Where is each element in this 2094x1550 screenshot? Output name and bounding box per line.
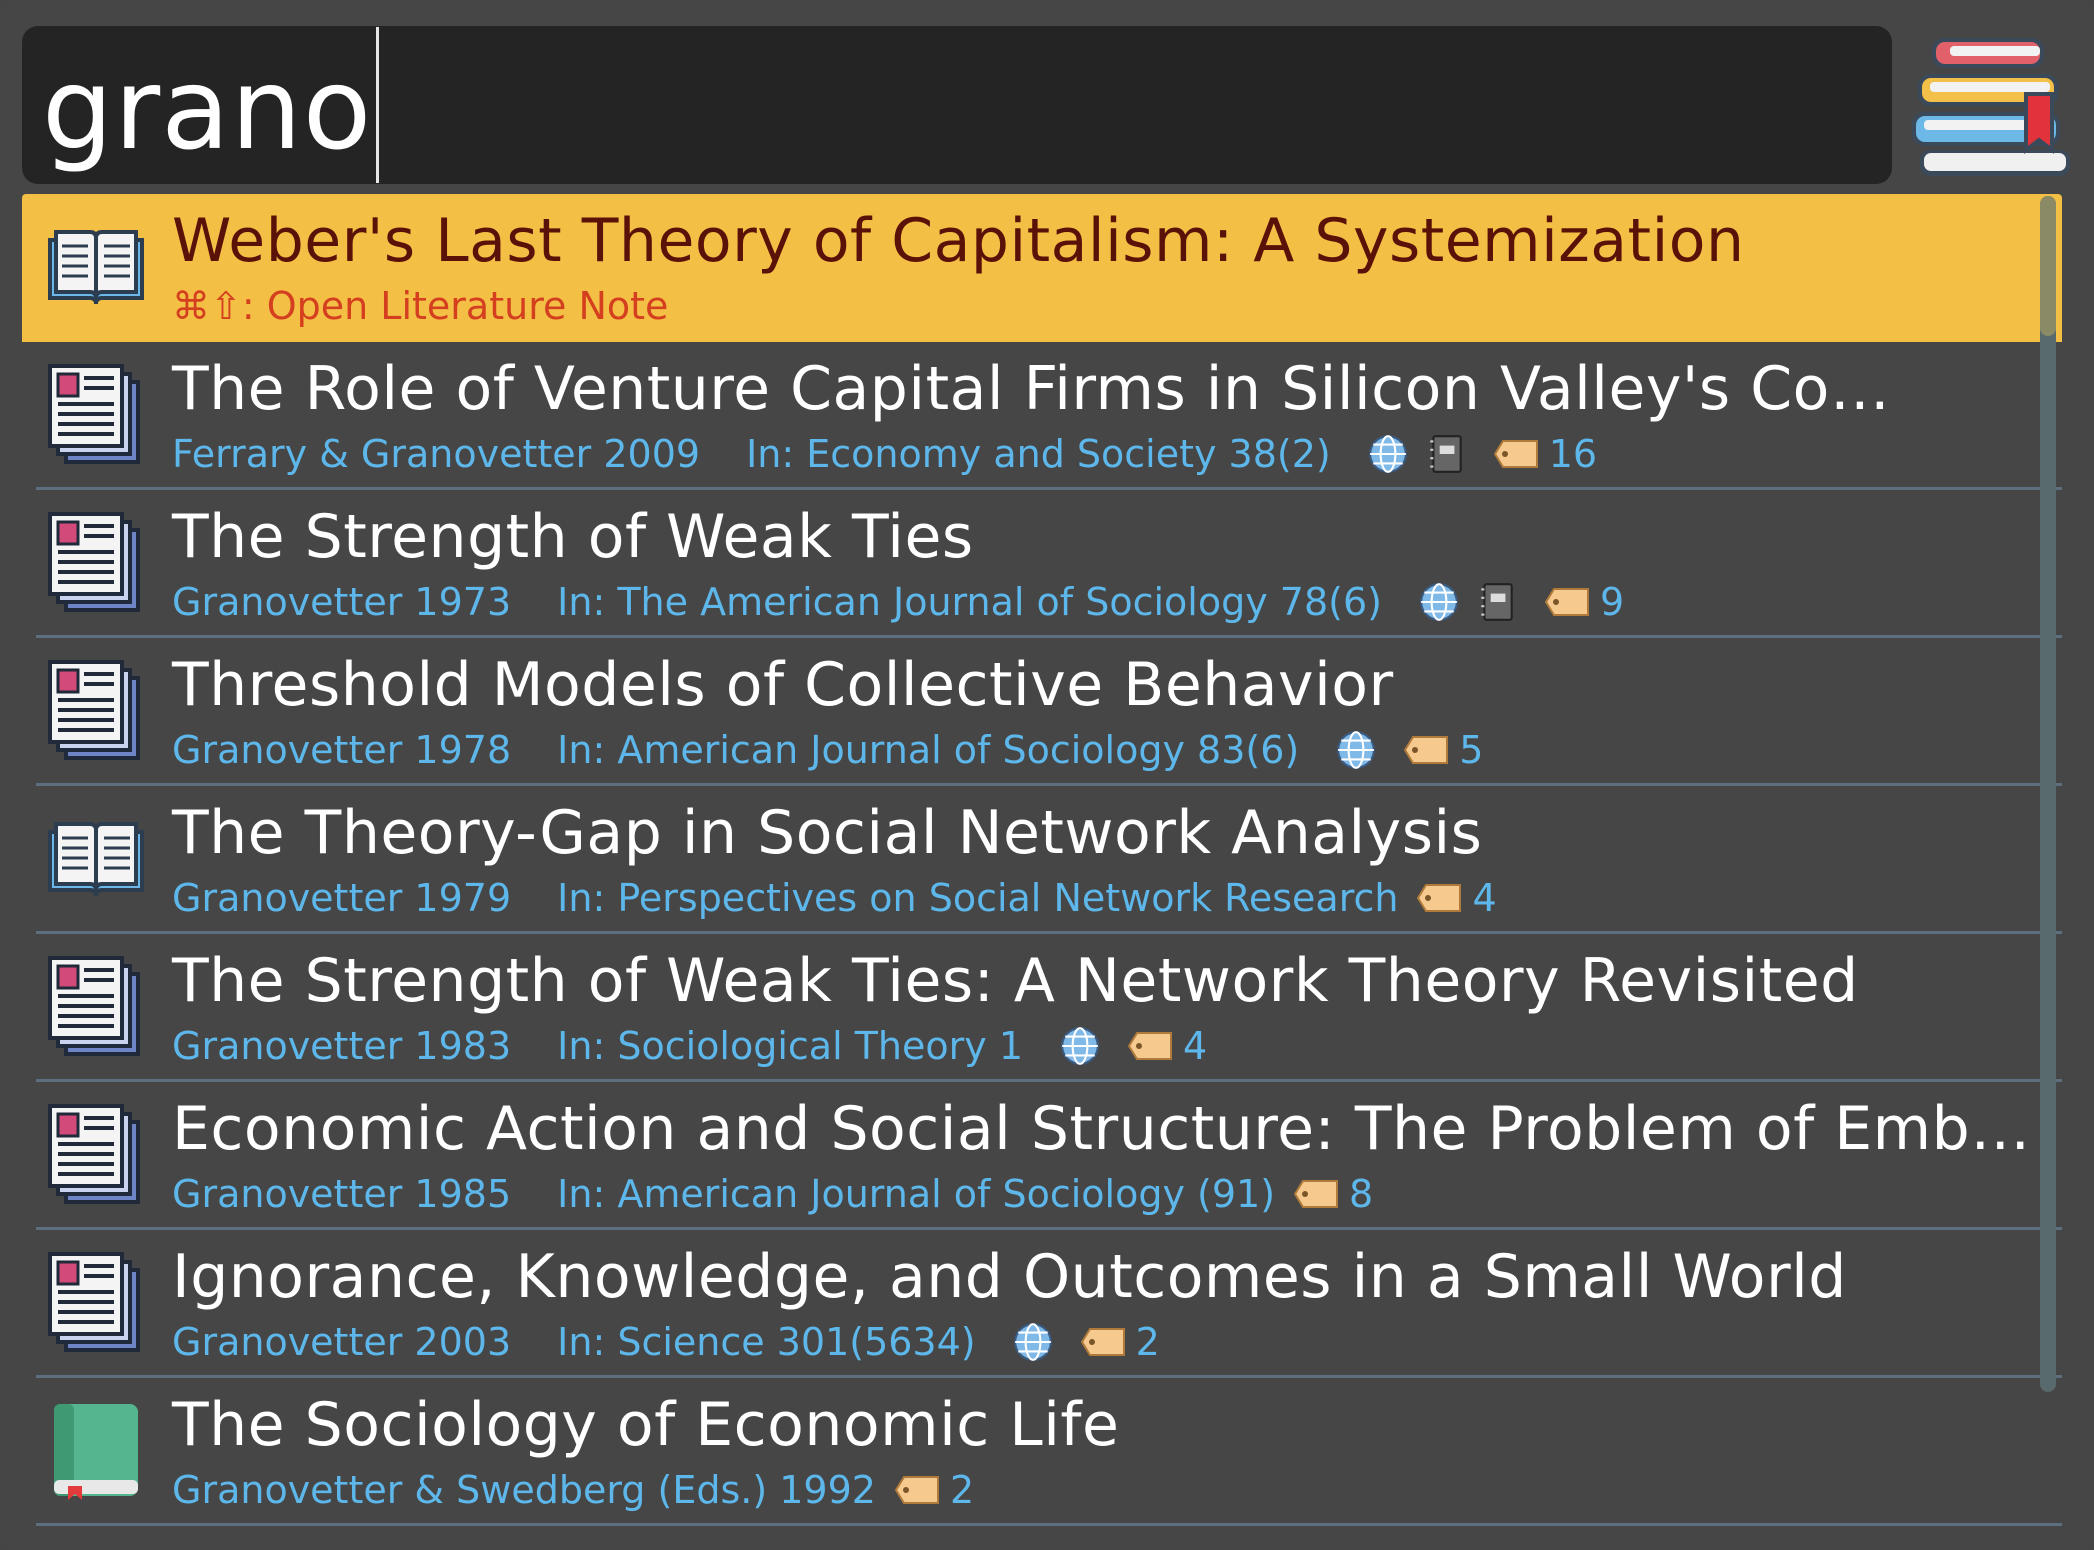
notebook-icon — [1430, 435, 1462, 473]
tag-icon — [1080, 1328, 1125, 1356]
search-input[interactable]: grano — [22, 26, 1892, 184]
result-authors: Granovetter 1979 — [172, 876, 512, 920]
tag-count: 2 — [1135, 1320, 1160, 1364]
result-meta: Granovetter 1979 In: Perspectives on Soc… — [172, 876, 1497, 920]
newspaper-icon — [48, 364, 140, 464]
result-meta: Granovetter 1985 In: American Journal of… — [172, 1172, 1373, 1216]
result-row[interactable]: The Role of Venture Capital Firms in Sil… — [36, 342, 2062, 490]
tag-icon — [894, 1476, 939, 1504]
result-row[interactable]: The Sociology of Economic Life Granovett… — [36, 1378, 2062, 1526]
globe-icon — [1337, 731, 1376, 769]
green-book-icon — [54, 1404, 138, 1500]
result-source: In: Economy and Society 38(2) — [746, 432, 1331, 476]
result-title: Economic Action and Social Structure: Th… — [172, 1094, 2031, 1164]
open-book-icon — [48, 822, 144, 897]
result-title: The Role of Venture Capital Firms in Sil… — [172, 354, 1891, 424]
result-source: In: Perspectives on Social Network Resea… — [557, 876, 1399, 920]
result-source: In: The American Journal of Sociology 78… — [557, 580, 1382, 624]
tag-count: 16 — [1548, 432, 1598, 476]
result-source: In: Sociological Theory 1 — [557, 1024, 1023, 1068]
scrollbar-track[interactable] — [2040, 196, 2056, 1392]
result-source: In: American Journal of Sociology 83(6) — [557, 728, 1300, 772]
tag-icon — [1293, 1180, 1339, 1208]
result-title: Ignorance, Knowledge, and Outcomes in a … — [172, 1242, 1847, 1312]
tag-icon — [1417, 884, 1462, 912]
result-title: Weber's Last Theory of Capitalism: A Sys… — [172, 206, 1745, 276]
result-authors: Granovetter & Swedberg (Eds.) 1992 — [172, 1468, 876, 1512]
result-meta: Granovetter & Swedberg (Eds.) 1992 2 — [172, 1468, 974, 1512]
globe-icon — [1368, 435, 1407, 473]
text-caret — [376, 27, 380, 183]
tag-count: 9 — [1599, 580, 1625, 624]
result-row-selected[interactable]: Weber's Last Theory of Capitalism: A Sys… — [22, 194, 2062, 342]
globe-icon — [1420, 583, 1458, 621]
tag-icon — [1127, 1032, 1172, 1060]
open-book-icon — [48, 230, 144, 305]
newspaper-icon — [48, 1252, 140, 1352]
result-meta: Granovetter 2003 In: Science 301(5634) 2 — [172, 1320, 1160, 1364]
result-title: The Strength of Weak Ties — [172, 502, 974, 572]
result-title: The Theory-Gap in Social Network Analysi… — [172, 798, 1483, 868]
result-source: In: American Journal of Sociology (91) — [557, 1172, 1276, 1216]
result-authors: Granovetter 1978 — [172, 728, 512, 772]
result-title: Threshold Models of Collective Behavior — [172, 650, 1394, 720]
tag-icon — [1404, 736, 1449, 764]
result-meta: Granovetter 1973 In: The American Journa… — [172, 580, 1624, 624]
result-subtitle: ⌘⇧: Open Literature Note — [172, 284, 669, 328]
globe-icon — [1061, 1027, 1099, 1065]
tag-count: 8 — [1349, 1172, 1374, 1216]
newspaper-icon — [48, 660, 140, 760]
result-row[interactable]: The Strength of Weak Ties: A Network The… — [36, 934, 2062, 1082]
result-meta: Ferrary & Granovetter 2009 In: Economy a… — [172, 432, 1597, 476]
result-source: In: Science 301(5634) — [557, 1320, 976, 1364]
globe-icon — [1013, 1323, 1052, 1361]
result-meta: Granovetter 1983 In: Sociological Theory… — [172, 1024, 1207, 1068]
result-row[interactable]: The Theory-Gap in Social Network Analysi… — [36, 786, 2062, 934]
result-title: The Strength of Weak Ties: A Network The… — [172, 946, 1859, 1016]
result-authors: Granovetter 2003 — [172, 1320, 512, 1364]
results-list: Weber's Last Theory of Capitalism: A Sys… — [22, 194, 2062, 1526]
newspaper-icon — [48, 956, 140, 1056]
result-title: The Sociology of Economic Life — [172, 1390, 1120, 1460]
result-authors: Ferrary & Granovetter 2009 — [172, 432, 701, 476]
result-authors: Granovetter 1973 — [172, 580, 512, 624]
result-row[interactable]: The Strength of Weak Ties Granovetter 19… — [36, 490, 2062, 638]
result-authors: Granovetter 1985 — [172, 1172, 512, 1216]
newspaper-icon — [48, 1104, 140, 1204]
result-meta: Granovetter 1978 In: American Journal of… — [172, 728, 1483, 772]
result-row[interactable]: Ignorance, Knowledge, and Outcomes in a … — [36, 1230, 2062, 1378]
tag-count: 4 — [1472, 876, 1497, 920]
search-query: grano — [42, 45, 373, 175]
tag-icon — [1493, 440, 1538, 468]
notebook-icon — [1481, 583, 1513, 621]
result-authors: Granovetter 1983 — [172, 1024, 512, 1068]
tag-count: 4 — [1183, 1024, 1208, 1068]
tag-count: 5 — [1459, 728, 1484, 772]
newspaper-icon — [48, 512, 140, 612]
tag-icon — [1544, 588, 1589, 616]
result-row[interactable]: Threshold Models of Collective Behavior … — [36, 638, 2062, 786]
scrollbar-thumb[interactable] — [2040, 196, 2056, 336]
result-row[interactable]: Economic Action and Social Structure: Th… — [36, 1082, 2062, 1230]
tag-count: 2 — [949, 1468, 975, 1512]
books-stack-icon — [1912, 38, 2070, 176]
